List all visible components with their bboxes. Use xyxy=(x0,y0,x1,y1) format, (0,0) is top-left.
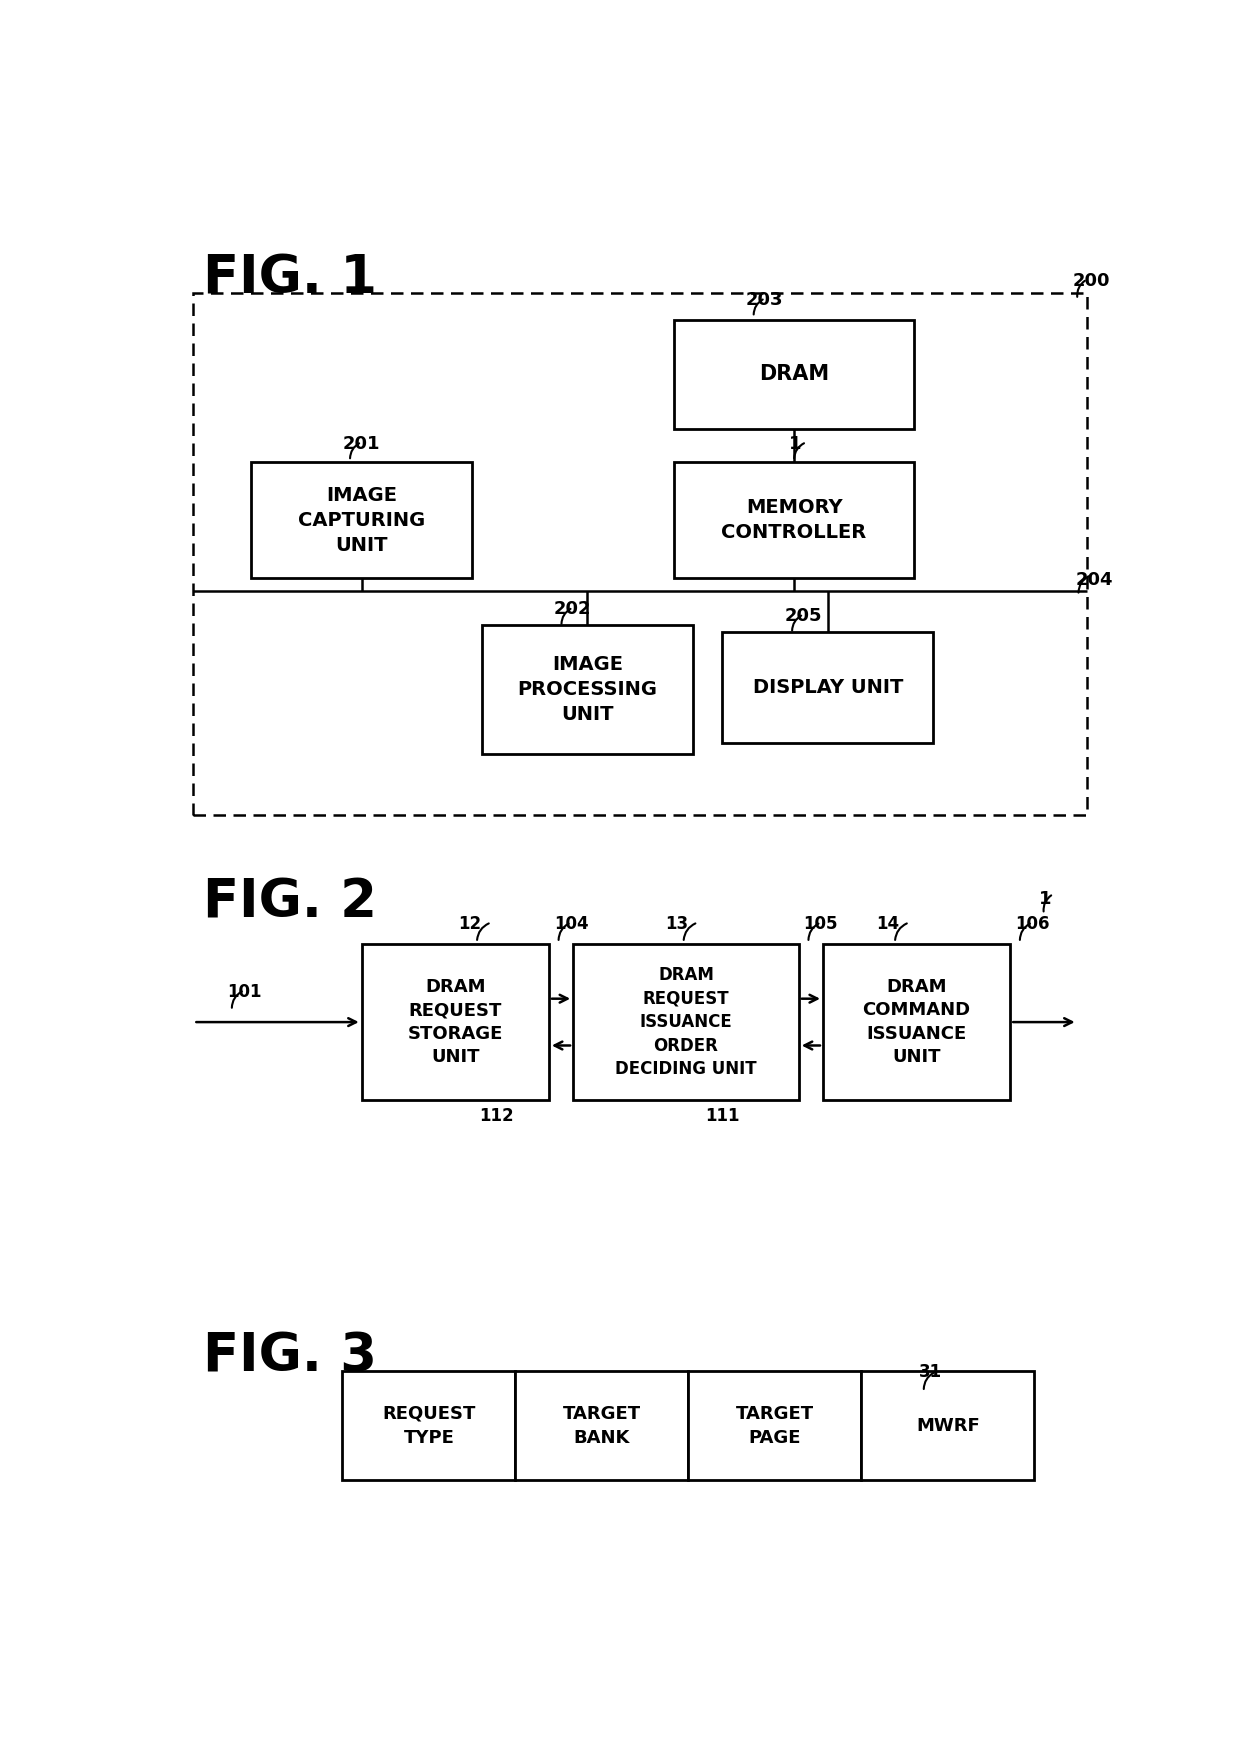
Text: 12: 12 xyxy=(459,914,481,934)
Text: MEMORY
CONTROLLER: MEMORY CONTROLLER xyxy=(722,499,867,543)
Text: 14: 14 xyxy=(877,914,900,934)
Text: DRAM: DRAM xyxy=(759,365,830,384)
Text: DRAM
REQUEST
STORAGE
UNIT: DRAM REQUEST STORAGE UNIT xyxy=(408,978,503,1066)
Text: 200: 200 xyxy=(1073,273,1110,291)
Text: DRAM
COMMAND
ISSUANCE
UNIT: DRAM COMMAND ISSUANCE UNIT xyxy=(863,978,971,1066)
Text: DRAM
REQUEST
ISSUANCE
ORDER
DECIDING UNIT: DRAM REQUEST ISSUANCE ORDER DECIDING UNI… xyxy=(615,966,756,1078)
Bar xyxy=(516,1371,688,1480)
Text: TARGET
PAGE: TARGET PAGE xyxy=(735,1404,813,1447)
Text: 205: 205 xyxy=(785,608,822,626)
Bar xyxy=(193,292,1087,816)
Text: 1: 1 xyxy=(789,435,802,453)
Text: TARGET
BANK: TARGET BANK xyxy=(563,1404,641,1447)
Bar xyxy=(823,944,1011,1099)
Text: FIG. 3: FIG. 3 xyxy=(203,1330,377,1383)
Text: FIG. 2: FIG. 2 xyxy=(203,876,377,929)
Bar xyxy=(250,462,472,578)
Text: 202: 202 xyxy=(554,601,591,618)
Bar xyxy=(722,633,934,744)
Text: 104: 104 xyxy=(554,914,589,934)
Text: 201: 201 xyxy=(342,435,379,453)
Text: MWRF: MWRF xyxy=(916,1417,980,1434)
Text: DISPLAY UNIT: DISPLAY UNIT xyxy=(753,678,903,698)
Text: 105: 105 xyxy=(804,914,838,934)
Text: IMAGE
PROCESSING
UNIT: IMAGE PROCESSING UNIT xyxy=(517,655,657,724)
Text: 31: 31 xyxy=(919,1364,942,1381)
Text: 106: 106 xyxy=(1016,914,1049,934)
Bar xyxy=(481,626,693,754)
Text: 204: 204 xyxy=(1075,571,1114,589)
Text: 203: 203 xyxy=(746,291,784,308)
Bar xyxy=(688,1371,862,1480)
Text: 1: 1 xyxy=(1039,890,1052,907)
Text: 101: 101 xyxy=(227,983,262,1001)
Text: 112: 112 xyxy=(479,1107,513,1124)
Bar xyxy=(675,462,914,578)
Text: REQUEST
TYPE: REQUEST TYPE xyxy=(382,1404,476,1447)
Text: FIG. 1: FIG. 1 xyxy=(203,252,377,305)
Bar xyxy=(862,1371,1034,1480)
Bar xyxy=(573,944,799,1099)
Bar xyxy=(342,1371,516,1480)
Text: 13: 13 xyxy=(665,914,688,934)
Bar xyxy=(362,944,549,1099)
Bar xyxy=(675,321,914,428)
Text: IMAGE
CAPTURING
UNIT: IMAGE CAPTURING UNIT xyxy=(298,486,425,555)
Text: 111: 111 xyxy=(704,1107,739,1124)
